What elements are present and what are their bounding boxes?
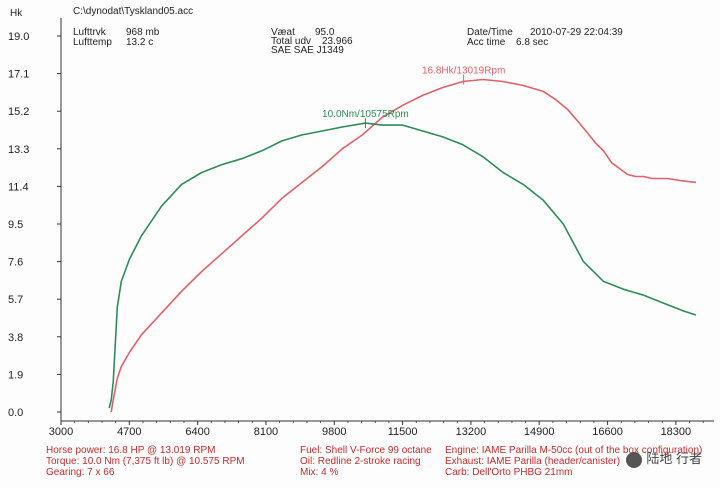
x-tick-label: 16600 <box>592 426 623 438</box>
series-line-nm <box>108 122 697 409</box>
x-tick-label: 18300 <box>661 426 692 438</box>
y-axis-label: Hk <box>10 8 23 19</box>
x-tick-label: 14900 <box>524 426 555 438</box>
luftrvk-label: Lufttrvk <box>73 27 106 38</box>
x-tick-label: 6400 <box>185 426 209 438</box>
y-tick-label: 1.9 <box>8 369 23 381</box>
lufttemp-label: Lufttemp <box>73 37 112 48</box>
torque-summary: Torque: 10.0 Nm (7,375 ft lb) @ 10.575 R… <box>46 456 245 467</box>
y-tick-label: 9.5 <box>8 219 23 231</box>
y-tick-label: 0.0 <box>8 407 23 419</box>
fuel-info: Fuel: Shell V-Force 99 octane <box>300 445 432 456</box>
y-tick-label: 15.2 <box>8 106 29 118</box>
x-tick-label: 8100 <box>254 426 278 438</box>
datetime-value: 2010-07-29 22:04:39 <box>530 27 623 38</box>
vaegt-label: Væat <box>271 27 295 38</box>
oil-info: Oil: Redline 2-stroke racing <box>300 456 421 467</box>
x-tick-label: 11500 <box>388 426 418 438</box>
x-tick-label: 13200 <box>456 426 487 438</box>
hp-summary: Horse power: 16.8 HP @ 13.019 RPM <box>46 445 216 456</box>
y-tick-label: 3.8 <box>8 332 23 344</box>
y-tick-label: 19.0 <box>8 31 29 43</box>
x-tick-label: 4700 <box>117 426 141 438</box>
acc-time-label: Acc time <box>467 37 506 48</box>
peak-annotation: 16.8Hk/13019Rpm <box>422 66 505 77</box>
total-value: 23.966 <box>322 36 353 47</box>
peak-annotation: 10.0Nm/10575Rpm <box>322 109 409 120</box>
series-line-hk <box>110 78 697 413</box>
watermark: 陆地 行者 <box>626 448 702 468</box>
x-tick-label: 3000 <box>49 426 73 438</box>
carb-info: Carb: Dell'Orto PHBG 21mm <box>445 467 573 478</box>
y-tick-label: 7.6 <box>8 257 23 269</box>
watermark-logo-icon <box>626 452 643 468</box>
file-path: C:\dynodat\Tyskland05.acc <box>73 6 194 17</box>
lufttemp-value: 13.2 c <box>126 37 154 48</box>
luftrvk-value: 968 mb <box>126 27 160 38</box>
gearing-summary: Gearing: 7 x 66 <box>46 467 115 478</box>
y-tick-label: 17.1 <box>8 69 29 81</box>
total-label: Total udv <box>271 36 312 47</box>
datetime-label: Date/Time <box>467 27 513 38</box>
acc-time-value: 6.8 sec <box>516 37 549 48</box>
vaegt-value: 95.0 <box>315 27 335 38</box>
y-tick-label: 5.7 <box>8 294 23 306</box>
exhaust-info: Exhaust: IAME Parilla (header/canister) <box>445 456 621 467</box>
sae-label: SAE SAE J1349 <box>271 45 344 56</box>
mix-info: Mix: 4 % <box>300 467 339 478</box>
y-tick-label: 11.4 <box>8 181 29 193</box>
y-tick-label: 13.3 <box>8 144 29 156</box>
engine-info: Engine: IAME Parilla M-50cc (out of the … <box>445 445 703 456</box>
x-tick-label: 9800 <box>322 426 346 438</box>
watermark-text: 陆地 行者 <box>646 451 702 467</box>
